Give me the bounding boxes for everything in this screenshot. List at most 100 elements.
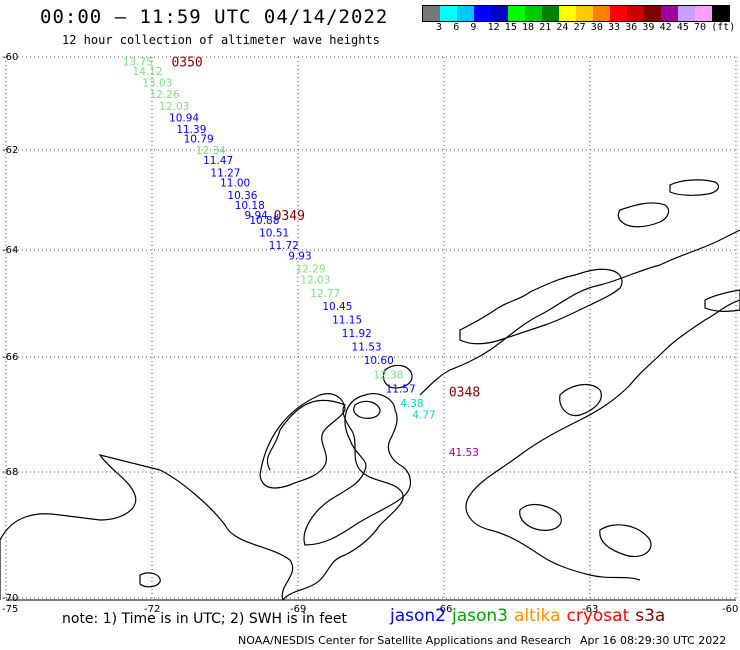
lon-label: -60	[722, 604, 738, 615]
wave-height-value: 14.12	[133, 66, 163, 78]
lat-label: -62	[2, 145, 18, 156]
lat-label: -68	[2, 467, 18, 478]
wave-height-value: 11.39	[176, 124, 206, 136]
wave-height-value: 4.38	[400, 398, 423, 410]
pass-time-label: 0349	[274, 209, 305, 224]
wave-height-value: 10.36	[227, 190, 257, 202]
legend-swatch	[474, 6, 491, 21]
coastline-island-4	[519, 503, 562, 531]
color-legend-labels: 3 6 9 12 15 18 21 24 27 30 33 36 39 42 45 70 (ft)	[422, 22, 740, 34]
wave-height-value: 41.53	[449, 447, 479, 459]
legend-label: 39	[642, 22, 655, 33]
legend-label: 36	[625, 22, 638, 33]
legend-swatch	[695, 6, 712, 21]
lat-label: -60	[2, 52, 18, 63]
legend-label: (ft)	[711, 22, 736, 33]
legend-label: 70	[694, 22, 707, 33]
legend-swatch	[491, 6, 508, 21]
lat-label: -64	[2, 245, 18, 256]
wave-height-value: 11.57	[386, 384, 416, 396]
wave-height-value: 11.47	[203, 155, 233, 167]
legend-swatch	[712, 6, 729, 21]
legend-label: 30	[590, 22, 603, 33]
coastline-island-7	[353, 400, 381, 419]
legend-label: 42	[659, 22, 672, 33]
legend-swatch	[525, 6, 542, 21]
wave-height-value: 4.77	[412, 410, 435, 422]
page-title: 00:00 – 11:59 UTC 04/14/2022	[40, 6, 389, 28]
generated-timestamp: Apr 16 08:29:30 UTC 2022	[580, 634, 727, 647]
wave-height-value: 11.00	[220, 178, 250, 190]
legend-label: 3	[436, 22, 443, 33]
lon-label: -66	[436, 604, 452, 615]
coastline-island-5	[599, 524, 652, 558]
legend-swatch	[423, 6, 440, 21]
wave-height-value: 12.03	[159, 101, 189, 113]
satellite-legend: jason2 jason3 altika cryosat s3a	[390, 606, 671, 626]
footer-note: note: 1) Time is in UTC; 2) SWH is in fe…	[62, 611, 348, 627]
wave-height-value: 11.53	[352, 341, 382, 353]
legend-label: 12	[487, 22, 500, 33]
lat-label: -70	[2, 593, 18, 604]
legend-swatch	[457, 6, 474, 21]
lon-label: -72	[144, 604, 160, 615]
legend-swatch	[508, 6, 525, 21]
pass-time-label: 0348	[449, 386, 480, 401]
pass-time-label: 0350	[171, 56, 202, 71]
wave-height-value: 9.93	[288, 250, 311, 262]
coastline-alexander-island	[266, 399, 404, 601]
satellite-name: s3a	[635, 606, 666, 626]
coastline	[0, 179, 740, 601]
legend-label: 18	[522, 22, 535, 33]
coastline-south-shetland	[459, 268, 623, 345]
wave-height-value: 13.03	[142, 78, 172, 90]
legend-label: 45	[676, 22, 689, 33]
coastline-mainland	[419, 229, 740, 581]
legend-swatch	[576, 6, 593, 21]
coastline-island-8	[139, 572, 161, 588]
legend-swatch	[542, 6, 559, 21]
coastline-island-3	[559, 383, 602, 417]
wave-height-value: 10.45	[322, 301, 352, 313]
color-legend	[422, 5, 730, 22]
wave-height-value: 12.34	[196, 145, 226, 157]
coastline-island-6	[382, 364, 413, 389]
wave-height-value: 10.51	[259, 228, 289, 240]
coastline-islands-east	[617, 179, 740, 312]
wave-height-value: 10.94	[169, 112, 199, 124]
lon-label: -75	[2, 604, 18, 615]
wave-height-value: 13.75	[123, 57, 153, 69]
legend-swatch	[610, 6, 627, 21]
legend-swatch	[593, 6, 610, 21]
wave-height-value: 9.94	[244, 210, 268, 222]
legend-label: 21	[539, 22, 552, 33]
satellite-name: jason2	[390, 606, 446, 626]
legend-swatch	[644, 6, 661, 21]
wave-height-value: 10.18	[235, 200, 265, 212]
legend-swatch	[627, 6, 644, 21]
legend-swatch	[559, 6, 576, 21]
legend-swatch	[440, 6, 457, 21]
wave-height-value: 12.77	[310, 288, 340, 300]
wave-height-value: 12.03	[300, 274, 330, 286]
legend-label: 6	[453, 22, 460, 33]
wave-height-value: 10.60	[364, 355, 394, 367]
legend-swatch	[661, 6, 678, 21]
coastline-island-1	[303, 393, 412, 546]
wave-height-value: 11.27	[210, 168, 240, 180]
legend-label: 15	[504, 22, 517, 33]
lon-label: -63	[582, 604, 598, 615]
observation-layer: 13.7514.1213.0312.2612.0310.9411.3910.79…	[123, 56, 480, 459]
legend-swatch	[678, 6, 695, 21]
coastline-island-2	[259, 393, 346, 489]
wave-height-value: 11.72	[269, 240, 299, 252]
satellite-name: jason3	[452, 606, 508, 626]
wave-height-value: 12.26	[150, 89, 180, 101]
legend-label: 27	[573, 22, 586, 33]
grid-lines: -60 -62 -64 -66 -68 -70-75 -72 -69 -66 -63 -60	[2, 52, 738, 615]
credit-line: NOAA/NESDIS Center for Satellite Applica…	[238, 634, 572, 647]
wave-height-value: 12.38	[373, 369, 403, 381]
satellite-name: altika	[514, 606, 561, 626]
lon-label: -69	[290, 604, 306, 615]
